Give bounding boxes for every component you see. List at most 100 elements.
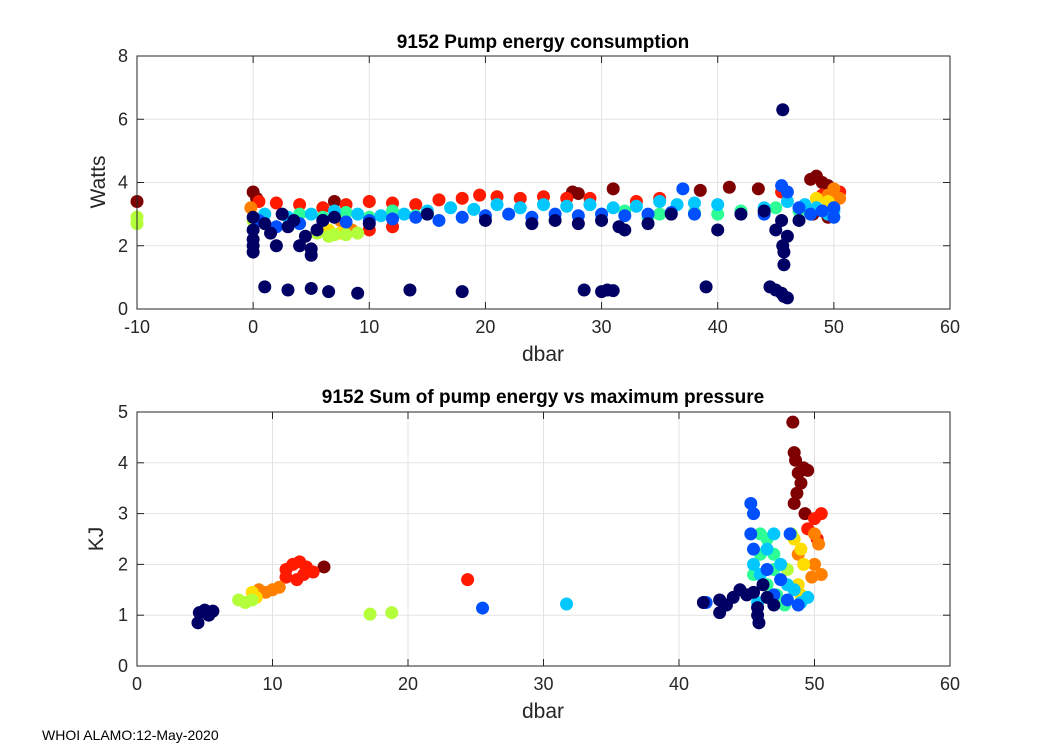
x-tick-label: 60 xyxy=(940,674,960,694)
data-point-navy xyxy=(525,217,539,231)
data-point-navy xyxy=(403,283,417,297)
data-point-navy xyxy=(777,245,791,259)
data-point-orange xyxy=(808,557,821,571)
data-point-red xyxy=(513,191,527,205)
data-point-navy xyxy=(258,217,272,231)
data-point-blue xyxy=(339,215,353,229)
data-point-yellow-green xyxy=(363,607,377,621)
data-point-green xyxy=(711,207,725,221)
data-point-dark-red xyxy=(789,453,803,467)
data-point-yellow-green xyxy=(339,228,353,242)
data-point-dark-red xyxy=(722,180,736,194)
data-point-blue xyxy=(780,185,794,199)
data-point-navy xyxy=(269,239,283,253)
data-point-navy xyxy=(775,213,789,227)
data-point-blue xyxy=(783,527,797,541)
data-point-navy xyxy=(752,616,766,630)
data-point-yellow-green xyxy=(327,228,341,242)
data-point-dark-red xyxy=(327,194,341,208)
data-point-orange xyxy=(808,527,821,541)
y-tick-label: 0 xyxy=(118,299,128,319)
data-point-blue xyxy=(502,207,516,221)
data-point-dark-red xyxy=(786,415,800,429)
chart-sum-energy: 0 10 20 30 40 50 60 0 1 2 3 4 5 9152 Sum of pump ene… xyxy=(85,387,960,723)
data-point-blue xyxy=(386,212,400,226)
data-point-navy xyxy=(713,606,727,620)
data-point-yellow-green xyxy=(351,226,365,240)
data-point-red xyxy=(432,193,446,207)
data-point-orange xyxy=(272,580,286,594)
x-tick-label: 50 xyxy=(804,674,824,694)
data-point-navy xyxy=(420,207,434,221)
x-axis-label: dbar xyxy=(522,343,564,366)
x-tick-label: 40 xyxy=(708,317,728,337)
data-point-red xyxy=(316,201,330,215)
data-point-cyan xyxy=(351,207,365,221)
data-point-yellow-green xyxy=(385,606,399,620)
data-point-navy xyxy=(780,291,794,305)
data-point-navy xyxy=(362,217,376,231)
data-point-navy xyxy=(206,604,220,618)
data-point-dark-red xyxy=(794,476,808,490)
data-point-navy xyxy=(310,223,324,237)
data-point-navy xyxy=(246,210,260,224)
data-point-cyan xyxy=(767,527,781,541)
y-tick-label: 2 xyxy=(118,554,128,574)
data-point-cyan xyxy=(687,196,701,210)
data-point-navy xyxy=(191,616,205,630)
data-point-blue xyxy=(815,204,829,218)
data-point-navy xyxy=(571,217,585,231)
data-point-dark-red xyxy=(693,183,707,197)
data-point-blue xyxy=(618,209,632,223)
data-point-blue xyxy=(476,601,490,615)
axis-ticks: 0 10 20 30 40 50 60 0 1 2 3 4 5 xyxy=(118,402,960,694)
data-point-yellow xyxy=(794,542,808,556)
data-point-blue xyxy=(641,207,655,221)
data-point-navy xyxy=(281,283,295,297)
data-point-navy xyxy=(351,286,365,300)
y-tick-label: 4 xyxy=(118,453,128,473)
data-point-cyan xyxy=(374,209,388,223)
data-point-navy xyxy=(776,103,790,117)
data-point-navy xyxy=(577,283,591,297)
x-tick-label: 50 xyxy=(824,317,844,337)
data-point-navy xyxy=(769,223,783,237)
data-point-red xyxy=(279,570,293,584)
data-point-yellow xyxy=(797,557,811,571)
data-point-green xyxy=(769,201,783,215)
y-tick-label: 3 xyxy=(118,504,128,524)
data-point-dark-red xyxy=(317,560,331,574)
data-point-navy xyxy=(246,245,260,259)
data-point-orange xyxy=(827,182,841,196)
data-point-blue xyxy=(827,201,841,215)
data-point-navy xyxy=(275,207,289,221)
x-tick-label: 20 xyxy=(475,317,495,337)
data-point-yellow-green xyxy=(245,593,259,607)
data-point-navy xyxy=(792,213,806,227)
data-point-navy xyxy=(767,598,781,612)
y-axis-label: KJ xyxy=(85,527,108,552)
y-tick-label: 8 xyxy=(118,46,128,66)
data-point-cyan xyxy=(606,201,620,215)
data-point-dark-red xyxy=(606,182,620,196)
data-point-cyan xyxy=(537,198,550,212)
data-point-dark-red xyxy=(801,463,815,477)
data-point-blue xyxy=(744,527,758,541)
data-point-dark-red xyxy=(751,182,765,196)
data-point-dark-red xyxy=(790,486,804,500)
scatter-points xyxy=(130,103,847,305)
chart-title: 9152 Pump energy consumption xyxy=(397,32,689,53)
data-point-cyan xyxy=(467,202,481,216)
data-point-cyan xyxy=(780,194,794,208)
data-point-blue xyxy=(780,593,794,607)
x-tick-label: 40 xyxy=(669,674,689,694)
data-point-navy xyxy=(304,248,318,262)
data-point-navy xyxy=(777,258,791,272)
data-point-orange xyxy=(812,537,826,551)
data-point-red xyxy=(269,196,283,210)
data-point-cyan xyxy=(490,198,504,212)
data-point-blue xyxy=(744,496,758,510)
data-point-blue xyxy=(760,562,774,576)
